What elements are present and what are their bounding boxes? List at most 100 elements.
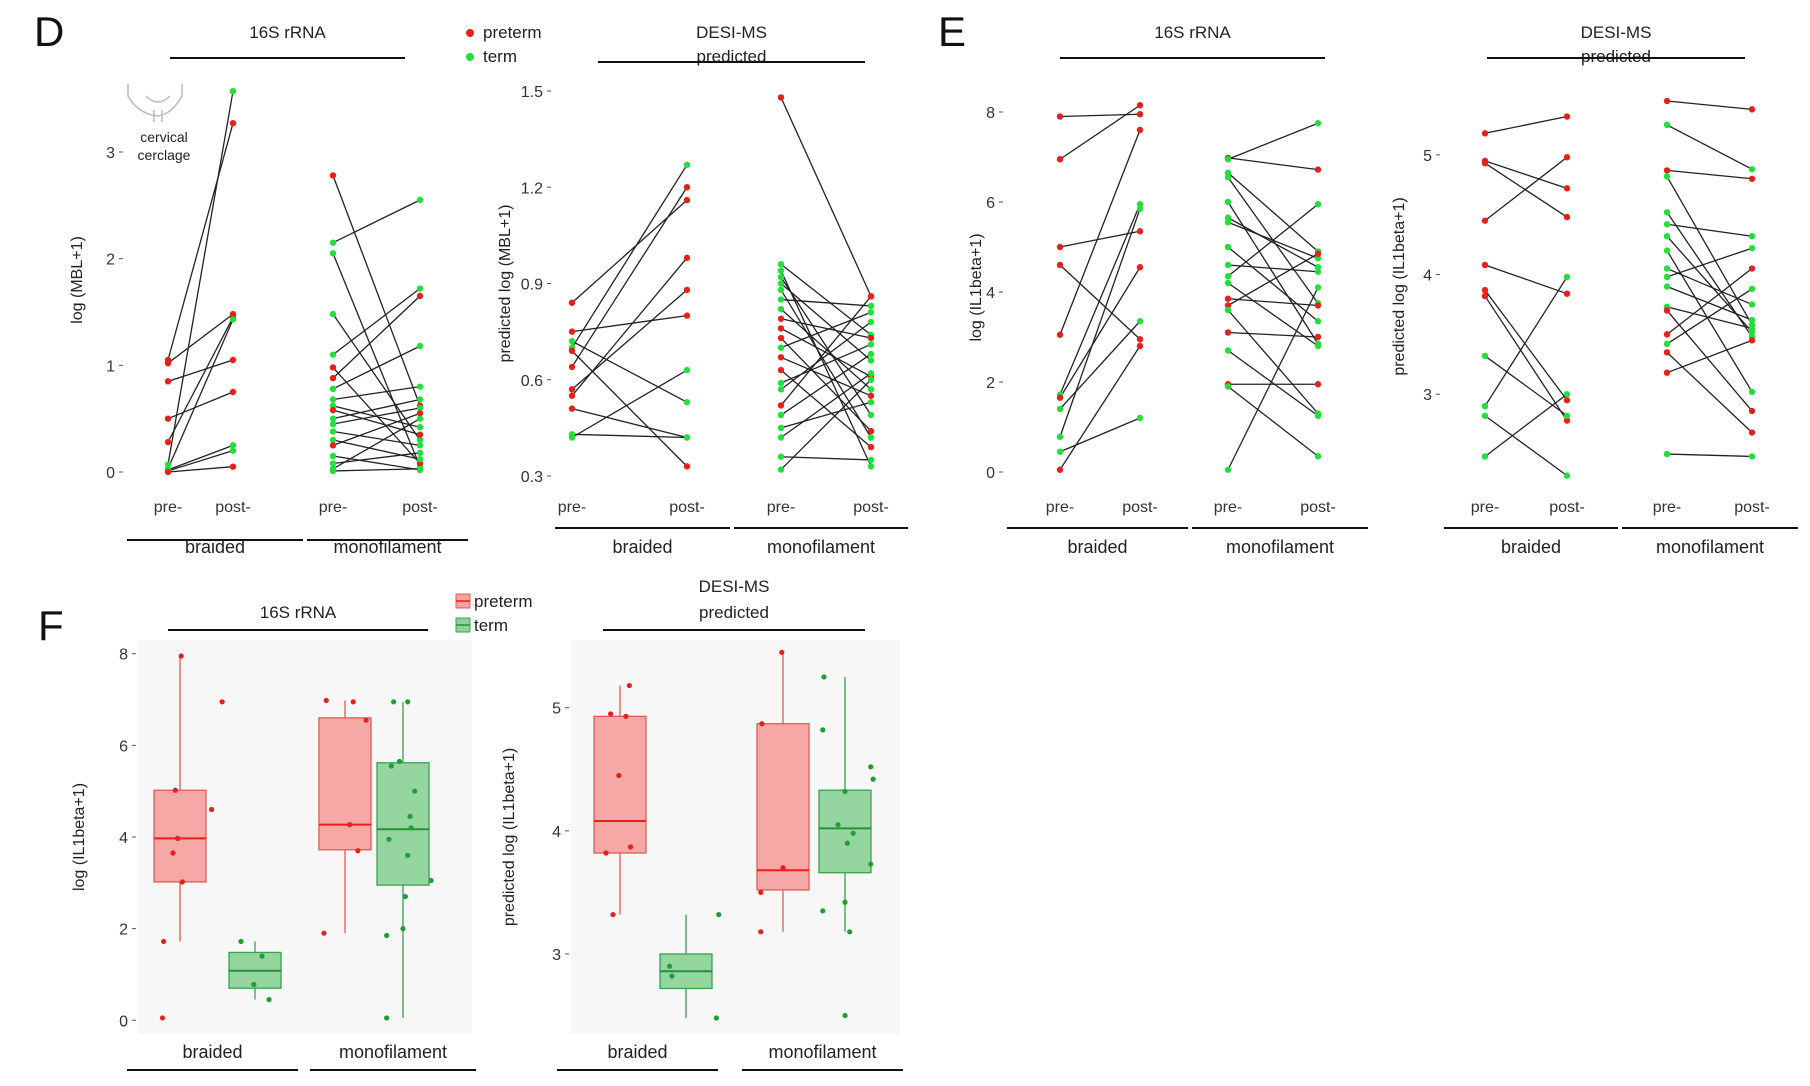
- box-point: [847, 929, 853, 935]
- point-post: [683, 196, 691, 204]
- point-pre: [777, 305, 785, 313]
- box-point: [384, 1015, 390, 1021]
- x-tick-label: post-: [402, 499, 438, 516]
- pair-line: [1484, 156, 1568, 222]
- point-post: [867, 350, 875, 358]
- point-post: [416, 292, 424, 300]
- y-tick-label: 1: [106, 358, 115, 375]
- y-axis-label: predicted log (IL1beta+1): [501, 748, 518, 926]
- point-post: [867, 302, 875, 310]
- box-point: [868, 764, 874, 770]
- pair-line: [167, 91, 234, 465]
- pair-line: [332, 288, 421, 356]
- pair-line: [1227, 349, 1319, 417]
- pair-line: [571, 314, 688, 333]
- y-tick-label: 4: [119, 830, 128, 847]
- x-tick-label: pre-: [767, 499, 795, 516]
- chart-title-line-2: predicted: [697, 47, 767, 66]
- point-pre: [329, 310, 337, 318]
- point-post: [1314, 201, 1322, 208]
- point-post: [1314, 284, 1322, 291]
- pair-line: [332, 455, 421, 471]
- point-post: [1748, 285, 1756, 293]
- box-preterm-monofilament: [756, 649, 810, 935]
- pair-line: [780, 298, 872, 307]
- pair-line: [1666, 247, 1753, 278]
- pair-line: [332, 439, 421, 460]
- y-axis-label: predicted log (MBL+1): [497, 205, 514, 363]
- y-tick-label: 0.9: [521, 277, 543, 294]
- box-point: [259, 953, 265, 959]
- point-pre: [329, 396, 337, 403]
- pair-line: [332, 412, 421, 446]
- box-point: [835, 822, 841, 828]
- point-post: [1748, 388, 1756, 396]
- point-pre: [1056, 448, 1064, 455]
- pair-line: [1059, 266, 1141, 399]
- point-pre: [777, 315, 785, 322]
- pair-line: [571, 257, 688, 397]
- point-pre: [777, 267, 785, 274]
- point-pre: [777, 466, 785, 473]
- charts: 16S rRNA log (MBL+1) 0 1 2 3 pre-post-pre-post…: [69, 23, 1798, 1071]
- point-post: [1314, 302, 1322, 309]
- box-point: [428, 877, 434, 884]
- y-tick-label: 0: [106, 465, 115, 482]
- pair-line: [1666, 288, 1753, 345]
- box-point: [355, 848, 361, 854]
- point-post: [1136, 336, 1144, 343]
- box-body: [153, 789, 207, 883]
- point-pre: [329, 442, 337, 449]
- point-pre: [1224, 295, 1232, 302]
- box-point: [386, 836, 392, 842]
- point-post: [416, 415, 424, 422]
- box-point: [238, 938, 244, 945]
- box-point: [407, 813, 413, 819]
- pair-line: [780, 356, 872, 397]
- point-pre: [568, 299, 576, 306]
- point-pre: [1663, 369, 1671, 376]
- box-term-monofilament: [818, 674, 876, 1019]
- box-term-monofilament: [376, 699, 434, 1021]
- point-pre: [1224, 156, 1232, 163]
- point-post: [1314, 264, 1322, 271]
- point-pre: [1224, 306, 1232, 314]
- box-preterm-braided: [153, 653, 225, 1021]
- group-label: braided: [1067, 537, 1127, 557]
- box-point: [251, 981, 257, 988]
- point-pre: [1481, 261, 1489, 269]
- point-post: [1563, 113, 1571, 120]
- point-pre: [164, 468, 172, 476]
- point-pre: [777, 296, 785, 303]
- pair-line: [1059, 417, 1141, 453]
- point-pre: [568, 386, 576, 393]
- point-post: [1314, 342, 1322, 350]
- point-post: [1314, 318, 1322, 325]
- box-point: [780, 865, 786, 871]
- box-point: [323, 697, 329, 704]
- pair-line: [1227, 331, 1319, 338]
- pair-line: [167, 123, 234, 361]
- point-post: [1563, 391, 1571, 398]
- pair-line: [1227, 287, 1319, 471]
- box-point: [610, 911, 616, 918]
- point-pre: [1663, 265, 1671, 272]
- point-post: [867, 443, 875, 451]
- chart-title-line-2: predicted: [699, 603, 769, 622]
- box-point: [616, 772, 622, 779]
- pair-line: [571, 186, 688, 368]
- point-pre: [164, 415, 172, 422]
- y-tick-label: 6: [986, 195, 995, 212]
- point-post: [1314, 250, 1322, 257]
- point-pre: [1481, 453, 1489, 460]
- point-post: [1748, 175, 1756, 182]
- point-post: [416, 424, 424, 431]
- pair-line: [1227, 253, 1319, 307]
- point-post: [1563, 185, 1571, 192]
- point-post: [1563, 397, 1571, 404]
- point-pre: [1663, 97, 1671, 105]
- point-post: [1748, 301, 1756, 308]
- point-pre: [1663, 283, 1671, 290]
- x-tick-label: post-: [853, 499, 889, 516]
- point-post: [1563, 273, 1571, 281]
